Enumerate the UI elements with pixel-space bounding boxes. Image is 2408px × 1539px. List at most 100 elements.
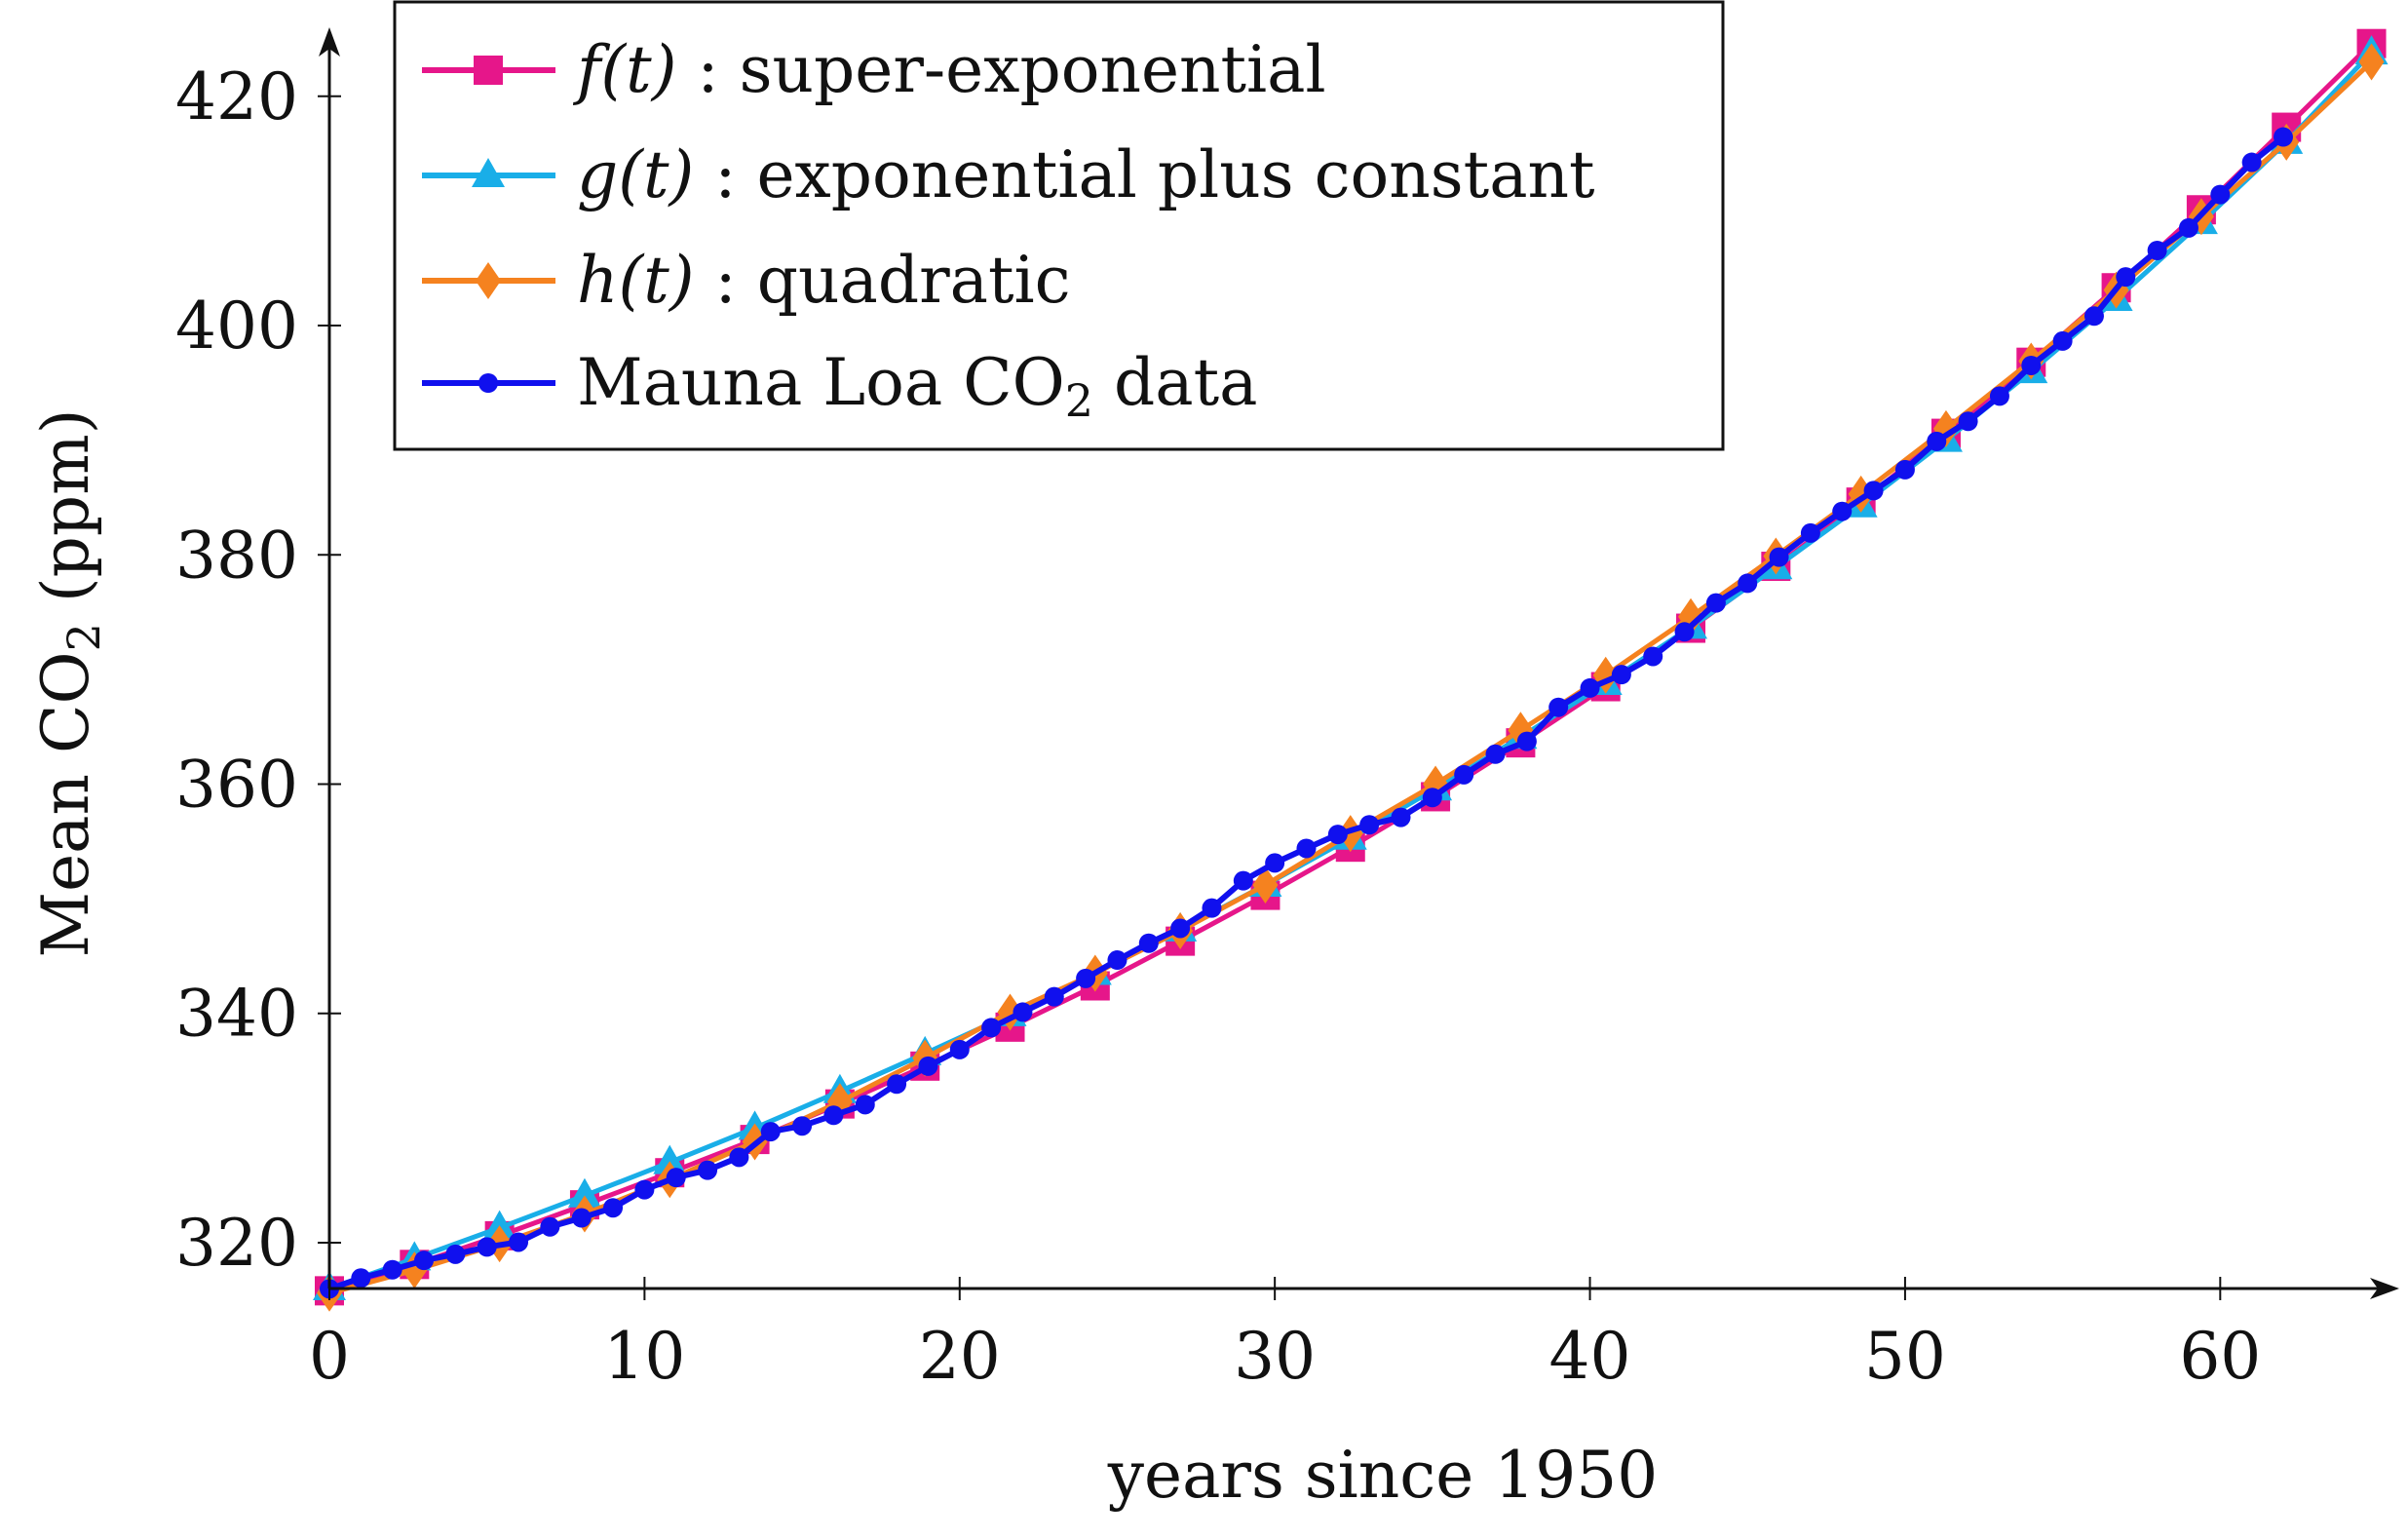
series-data-point (1611, 665, 1631, 685)
series-layer (313, 28, 2389, 1312)
y-tick-label: 320 (175, 1206, 298, 1281)
series-data-point (2052, 330, 2073, 351)
series-data-point (2241, 152, 2262, 173)
series-data (320, 127, 2293, 1299)
series-data-point (477, 1237, 497, 1257)
y-axis-arrow-icon (319, 27, 340, 57)
x-tick-label: 30 (1234, 1319, 1316, 1394)
y-tick-label: 400 (175, 289, 298, 364)
x-axis-title: years since 1950 (1107, 1438, 1659, 1513)
legend-swatch-marker (476, 262, 501, 299)
legend-label-text: : exponential plus constant (694, 137, 1594, 212)
legend-box (393, 0, 1725, 451)
series-data-point (823, 1105, 844, 1126)
series-h-point (1252, 866, 1279, 904)
legend-label-text: Mauna Loa CO (577, 345, 1065, 420)
series-data-point (1422, 788, 1442, 808)
series-data-point (1548, 697, 1569, 717)
series-g-point (567, 1177, 601, 1208)
legend: f(t) : super-exponential g(t) : exponenti… (393, 0, 1725, 451)
y-axis-title-main: Mean CO (28, 651, 103, 957)
series-data-point (1013, 1002, 1033, 1022)
legend-label-subscript: 2 (1065, 374, 1093, 427)
series-data-point (729, 1147, 749, 1168)
legend-label: g(t) : exponential plus constant (577, 137, 1595, 212)
series-data-point (603, 1198, 624, 1218)
x-tick-label: 60 (2179, 1319, 2261, 1394)
series-data-point (509, 1232, 529, 1252)
series-data-point (634, 1179, 655, 1200)
series-data-point (414, 1250, 435, 1271)
x-tick-label: 50 (1864, 1319, 1946, 1394)
y-axis-title: Mean CO2 (ppm) (28, 409, 110, 958)
series-data-point (981, 1018, 1002, 1038)
legend-item-f: f(t) : super-exponential (422, 32, 1326, 107)
series-data-point (2021, 355, 2042, 375)
series-data-point (1927, 431, 1947, 451)
x-tick-label: 10 (603, 1319, 685, 1394)
legend-label-math: h(t) (577, 243, 695, 318)
legend-label-tail: data (1093, 345, 1257, 420)
series-data-point (698, 1160, 718, 1180)
series-data-point (1643, 646, 1663, 667)
series-data-point (445, 1244, 466, 1264)
series-data-point (1296, 838, 1317, 859)
series-data-point (2116, 267, 2136, 288)
series-data-point (2147, 240, 2167, 260)
series-data-point (1391, 807, 1411, 827)
series-data-point (1044, 986, 1064, 1007)
series-data-point (1138, 933, 1159, 953)
y-tick-label: 380 (175, 518, 298, 593)
series-data-point (1170, 918, 1191, 939)
series-data-point (1359, 815, 1380, 835)
series-h-point (2358, 43, 2385, 81)
x-tick-label: 40 (1549, 1319, 1631, 1394)
legend-swatch-marker (478, 373, 498, 393)
series-data-point (2273, 127, 2293, 147)
series-data-point (666, 1168, 686, 1188)
series-data-point (382, 1259, 402, 1280)
series-data-point (1769, 547, 1789, 567)
series-data-point (2210, 184, 2231, 205)
series-data-point (2178, 217, 2198, 238)
ticks: 0 10 20 30 40 50 60 320 340 360 380 400 420 (175, 59, 2261, 1394)
series-data-point (1705, 593, 1726, 613)
legend-swatch-marker (474, 56, 503, 85)
y-axis-title-subscript: 2 (57, 623, 110, 651)
legend-item-data: Mauna Loa CO2 data (422, 345, 1258, 427)
series-data-point (2083, 306, 2104, 327)
legend-item-h: h(t) : quadratic (422, 243, 1071, 318)
legend-label: f(t) : super-exponential (572, 32, 1326, 107)
series-data-point (351, 1268, 371, 1289)
series-data-point (1327, 825, 1348, 845)
series-data-point (1800, 522, 1820, 543)
series-data-point (1674, 622, 1695, 642)
legend-items: f(t) : super-exponential g(t) : exponenti… (422, 32, 1595, 427)
legend-label-math: g(t) (577, 137, 694, 212)
series-data-point (887, 1074, 907, 1095)
y-tick-label: 420 (175, 59, 298, 135)
x-axis-arrow-icon (2370, 1278, 2399, 1299)
series-data-point (1958, 411, 1978, 432)
legend-item-g: g(t) : exponential plus constant (422, 137, 1595, 212)
series-data-point (1989, 386, 2009, 406)
series-data-point (1832, 501, 1853, 521)
series-data-point (760, 1122, 781, 1142)
series-data-point (855, 1095, 875, 1115)
legend-label-text: : quadratic (695, 243, 1071, 318)
series-data-point (1454, 764, 1474, 785)
series-data-point (1076, 968, 1096, 988)
series-data-point (1516, 731, 1537, 751)
series-data-point (1738, 573, 1758, 594)
series-data-point (1580, 677, 1600, 698)
legend-swatch-marker (472, 158, 505, 187)
legend-label: h(t) : quadratic (577, 243, 1071, 318)
series-data-point (949, 1039, 970, 1059)
legend-label-math: f(t) (572, 32, 676, 107)
series-data-point (918, 1056, 938, 1076)
axes (319, 27, 2399, 1299)
series-data-point (792, 1116, 813, 1136)
series-g-point (482, 1210, 516, 1240)
series-data-point (571, 1208, 592, 1228)
x-tick-label: 20 (919, 1319, 1001, 1394)
